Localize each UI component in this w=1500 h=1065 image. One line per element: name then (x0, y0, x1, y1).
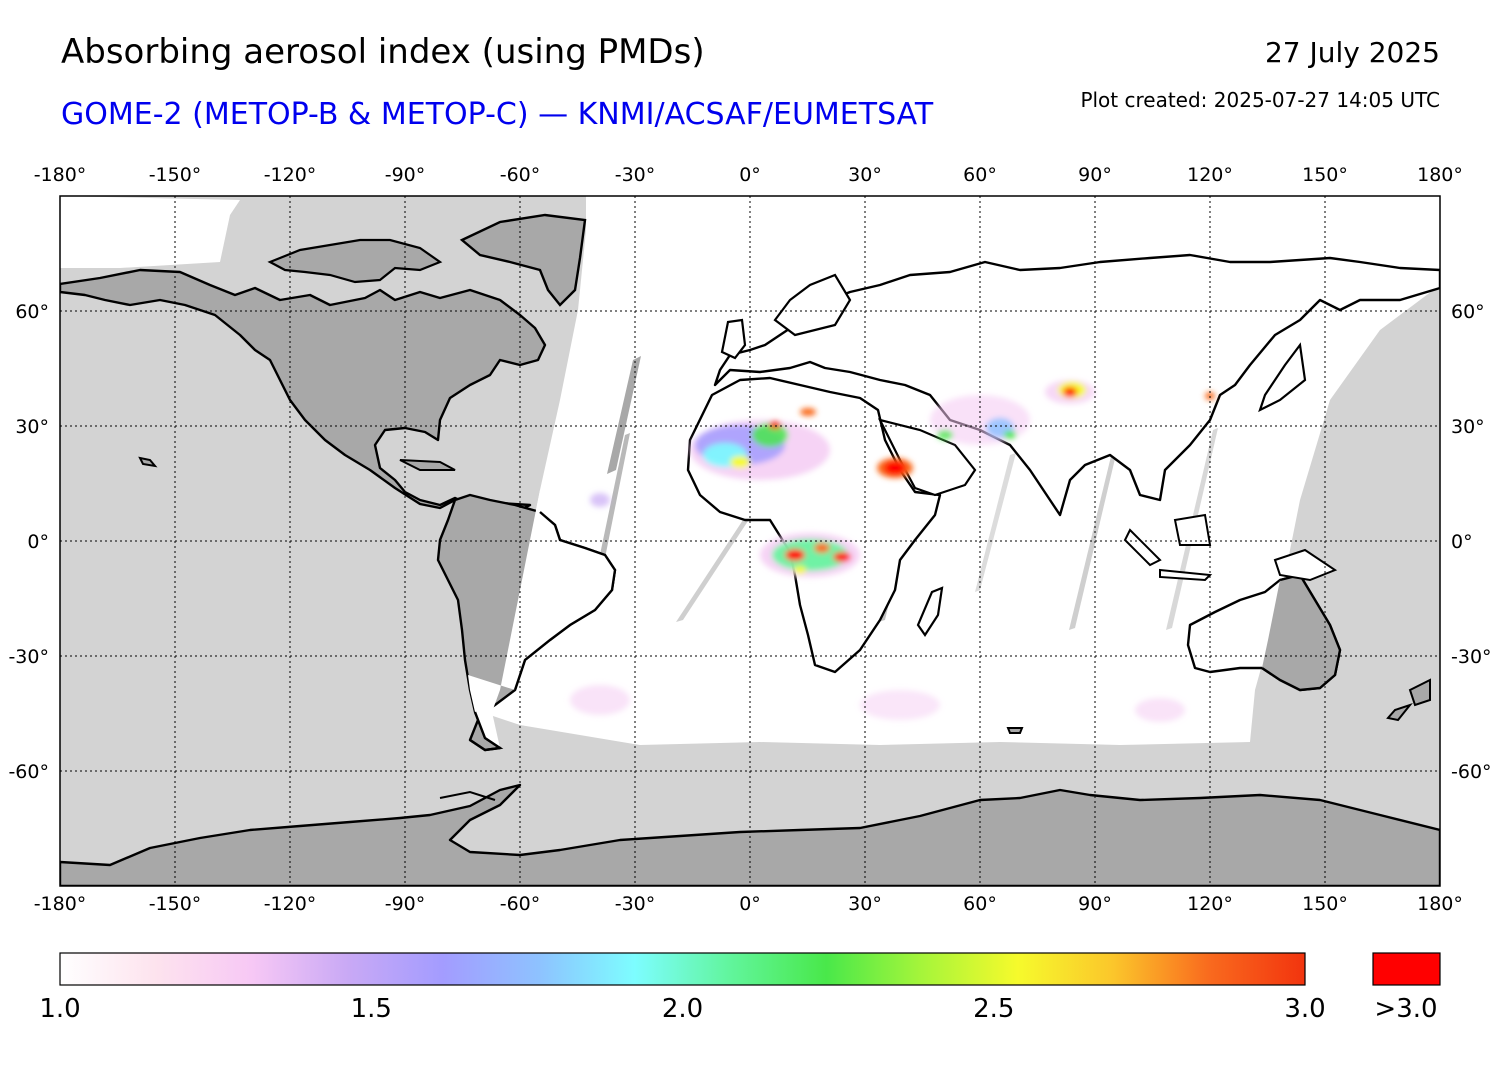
lat-tick-label: 60° (1451, 301, 1485, 323)
map-frame (59, 195, 1441, 887)
lat-tick-label: -30° (8, 646, 49, 668)
islands (138, 456, 1024, 734)
lon-tick-label: 90° (1078, 164, 1112, 186)
lon-tick-label: 30° (848, 893, 882, 915)
lon-tick-label: -90° (385, 893, 426, 915)
lat-tick-label: 30° (15, 416, 49, 438)
land-indonesia (1123, 513, 1338, 582)
graticule (60, 196, 1440, 886)
lon-tick-label: -60° (500, 893, 541, 915)
land-greenland (459, 213, 587, 307)
land-canada-arctic (267, 238, 443, 284)
lon-tick-label: -150° (149, 893, 202, 915)
lon-tick-label: -120° (264, 893, 317, 915)
colorbar-tick-label: 2.0 (661, 994, 704, 1024)
land-new-zealand (1386, 678, 1431, 722)
lon-tick-label: 90° (1078, 893, 1112, 915)
lon-tick-label: 30° (848, 164, 882, 186)
map-date: 27 July 2025 (1264, 36, 1440, 69)
lon-labels-bottom: -180° -150° -120° -90° -60° -30° 0° 30° 60° 90° 12… (34, 893, 1463, 915)
lon-tick-label: -180° (34, 164, 87, 186)
map-title: Absorbing aerosol index (using PMDs) (61, 32, 705, 72)
lat-tick-label: -30° (1451, 646, 1492, 668)
plot-created-text: Plot created: 2025-07-27 14:05 UTC (1080, 88, 1440, 112)
colorbar-tick-label: 3.0 (1284, 994, 1326, 1024)
lon-tick-label: 60° (963, 164, 997, 186)
land-scandinavia (773, 273, 852, 337)
colorbar-over-box (1372, 952, 1441, 986)
aerosol-index-overlay (570, 380, 1215, 722)
lon-tick-label: 0° (739, 893, 761, 915)
lon-tick-label: -150° (149, 164, 202, 186)
lon-tick-label: -120° (264, 164, 317, 186)
lat-tick-label: -60° (1451, 761, 1492, 783)
lat-labels-right: 60° 30° 0° -30° -60° (1451, 301, 1492, 783)
lon-tick-label: 150° (1302, 893, 1348, 915)
land-south-america-covered (468, 490, 615, 748)
lon-tick-label: -180° (34, 893, 87, 915)
lon-tick-label: 120° (1187, 164, 1233, 186)
lon-tick-label: 60° (963, 893, 997, 915)
land-australia-nodata (1262, 575, 1340, 690)
land-antarctica (60, 783, 1440, 886)
lon-tick-label: -30° (615, 164, 656, 186)
lat-tick-label: 30° (1451, 416, 1485, 438)
lat-tick-label: -60° (8, 761, 49, 783)
colorbar-tick-label: 2.5 (973, 994, 1015, 1024)
lon-tick-label: -90° (385, 164, 426, 186)
map-subtitle: GOME-2 (METOP-B & METOP-C) — KNMI/ACSAF/… (61, 97, 934, 132)
lat-tick-label: 0° (1451, 531, 1473, 553)
lon-tick-label: -30° (615, 893, 656, 915)
colorbar-over-label: >3.0 (1374, 994, 1438, 1024)
lon-tick-label: 150° (1302, 164, 1348, 186)
lon-tick-label: 120° (1187, 893, 1233, 915)
lon-tick-label: 180° (1417, 893, 1463, 915)
colorbar-tick-label: 1.0 (39, 994, 81, 1024)
lat-tick-label: 60° (15, 301, 49, 323)
land-madagascar (916, 586, 944, 637)
lon-tick-label: 180° (1417, 164, 1463, 186)
land-japan (1258, 342, 1307, 413)
land-great-britain (720, 318, 747, 360)
colorbar (59, 952, 1306, 986)
arctic-scan-region (60, 196, 240, 268)
colorbar-tick-label: 1.5 (350, 994, 392, 1024)
lon-tick-label: -60° (500, 164, 541, 186)
lon-labels-top: -180° -150° -120° -90° -60° -30° 0° 30° 60° 90° 12… (34, 164, 1463, 186)
land-north-america (60, 268, 547, 514)
lon-tick-label: 0° (739, 164, 761, 186)
lat-tick-label: 0° (27, 531, 49, 553)
lat-labels-left: 60° 30° 0° -30° -60° (8, 301, 49, 783)
